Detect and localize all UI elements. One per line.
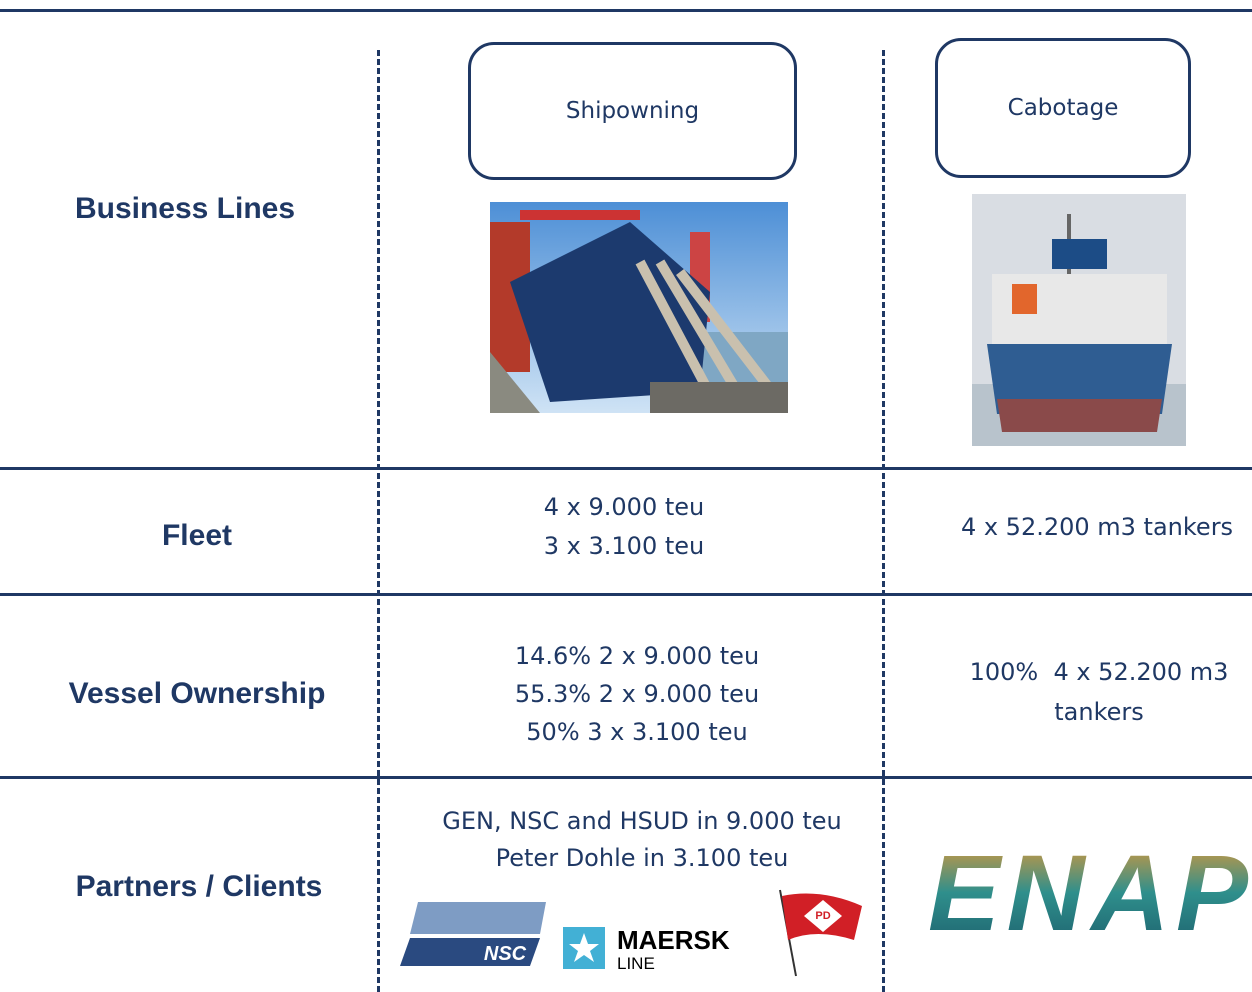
partners-line: Peter Dohle in 3.100 teu [495,844,789,872]
fleet-line: 3 x 3.100 teu [543,532,705,560]
divider [377,50,380,992]
row-label: Business Lines [74,192,296,225]
fleet-line: 4 x 52.200 m3 tankers [960,513,1234,541]
ownership-line: 55.3% 2 x 9.000 teu [514,680,760,708]
pd-logo: PD [779,889,862,977]
fleet-cell: 4 x 9.000 teu 3 x 3.100 teu [544,488,704,566]
business-line-box: Shipowning [468,42,797,180]
ship-photo [490,202,788,413]
ownership-cell: 14.6% 2 x 9.000 teu 55.3% 2 x 9.000 teu 50… [515,637,759,751]
logo-text: LINE [617,954,655,973]
ownership-line: tankers [1054,698,1144,726]
rule [0,776,1252,779]
ownership-line: 14.6% 2 x 9.000 teu [514,642,760,670]
fleet-line: 4 x 9.000 teu [543,493,705,521]
nsc-logo: NSC [400,902,546,966]
business-line: Cabotage [1007,95,1119,121]
maersk-logo: MAERSK LINE [563,925,730,973]
partners-line: GEN, NSC and HSUD in 9.000 teu [442,807,842,835]
row-label: Partners / Clients [75,870,323,903]
ship-photo [972,194,1186,446]
logo-text: PD [815,910,830,922]
ownership-cell: 100% 4 x 52.200 m3 tankers [970,652,1229,732]
logo-text: MAERSK [617,925,730,955]
rule [0,593,1252,596]
partners-cell: GEN, NSC and HSUD in 9.000 teu Peter Dohl… [442,803,842,877]
rule [0,467,1252,470]
row-label: Vessel Ownership [68,677,326,710]
divider [882,50,885,992]
enap-logo: ENAP [928,838,1249,948]
ownership-line: 50% 3 x 3.100 teu [526,718,748,746]
business-line: Shipowning [565,98,700,124]
ownership-line: 100% 4 x 52.200 m3 [969,658,1229,686]
rule [0,9,1252,12]
business-line-box: Cabotage [935,38,1191,178]
row-label: Fleet [161,519,233,552]
logo-text: ENAP [928,838,1249,948]
logo-text: NSC [484,943,527,965]
